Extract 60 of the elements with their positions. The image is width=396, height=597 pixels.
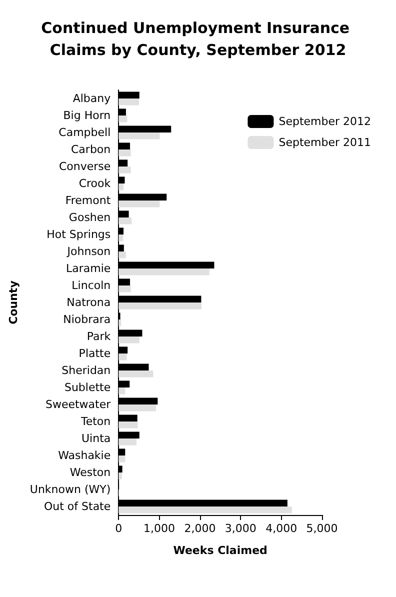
bar	[118, 218, 132, 224]
bar	[118, 370, 154, 378]
y-tick-label: Hot Springs	[46, 228, 111, 241]
bar	[118, 234, 124, 242]
x-tick-label: 0	[115, 522, 122, 535]
bar	[118, 268, 210, 276]
x-tick-label: 5,000	[306, 522, 338, 535]
y-tick-label: Uinta	[82, 432, 111, 445]
chart-title: Continued Unemployment Insurance Claims by County, September 2012	[41, 19, 355, 59]
bar	[118, 302, 202, 310]
bar	[118, 404, 156, 412]
bar	[118, 388, 126, 394]
y-tick-label: Sweetwater	[45, 398, 112, 411]
bar	[118, 132, 160, 140]
bar	[118, 200, 160, 208]
y-tick-label: Crook	[78, 177, 112, 190]
y-axis-title: County	[7, 280, 20, 324]
y-tick-label: Natrona	[66, 296, 111, 309]
x-tick-label: 3,000	[224, 522, 256, 535]
y-tick-label: Laramie	[66, 262, 111, 275]
legend-label: September 2012	[278, 115, 372, 128]
bar	[118, 506, 292, 514]
bar	[118, 336, 140, 344]
y-tick-label: Campbell	[58, 126, 111, 139]
bar	[118, 166, 131, 174]
bar	[118, 116, 128, 122]
y-tick-label: Weston	[70, 466, 111, 479]
bar	[118, 286, 131, 292]
y-tick-label: Sublette	[64, 381, 111, 394]
y-tick-label: Albany	[72, 92, 112, 105]
legend-label: September 2011	[278, 136, 372, 149]
y-tick-label: Lincoln	[72, 279, 111, 292]
y-tick-label: Goshen	[68, 211, 111, 224]
bar	[118, 320, 122, 326]
y-tick-label: Niobrara	[63, 313, 111, 326]
bar	[118, 150, 131, 156]
x-tick-label: 4,000	[266, 522, 298, 535]
x-tick-label: 1,000	[144, 522, 176, 535]
y-tick-label: Fremont	[65, 194, 112, 207]
bar	[118, 354, 127, 360]
y-tick-label: Converse	[58, 160, 111, 173]
y-tick-label: Teton	[80, 415, 111, 428]
x-axis-title: Weeks Claimed	[173, 544, 268, 557]
bar	[118, 184, 124, 190]
y-tick-label: Washakie	[58, 449, 111, 462]
y-tick-label: Out of State	[44, 500, 111, 513]
y-tick-label: Big Horn	[63, 109, 111, 122]
y-tick-label: Unknown (WY)	[30, 483, 111, 496]
y-tick-label: Sheridan	[62, 364, 111, 377]
y-tick-label: Carbon	[71, 143, 111, 156]
y-tick-label: Platte	[78, 347, 111, 360]
bar	[118, 472, 122, 480]
bar	[118, 252, 126, 258]
y-tick-label: Johnson	[66, 245, 111, 258]
bar	[118, 456, 126, 462]
bar	[118, 438, 137, 446]
bar	[118, 422, 138, 428]
y-tick-label: Park	[86, 330, 112, 343]
bar	[118, 98, 139, 106]
x-tick-label: 2,000	[184, 522, 216, 535]
